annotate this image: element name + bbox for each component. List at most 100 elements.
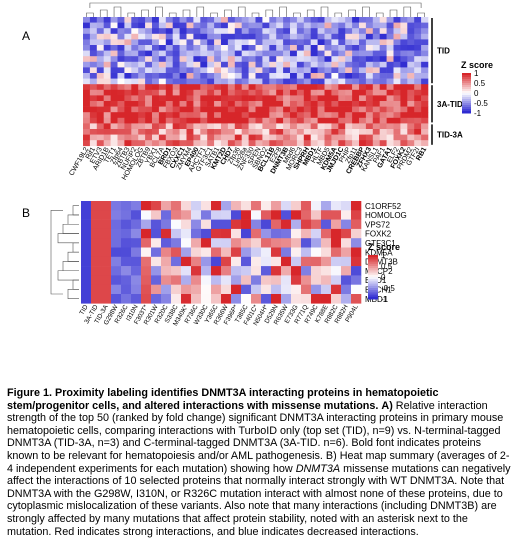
heatmap-a-cell bbox=[165, 78, 173, 85]
heatmap-b-cell bbox=[111, 219, 122, 230]
heatmap-a-cell bbox=[379, 33, 387, 40]
heatmap-a-cell bbox=[145, 33, 153, 40]
heatmap-a-cell bbox=[310, 112, 318, 119]
heatmap-a-cell bbox=[359, 28, 367, 35]
heatmap-b-cell bbox=[301, 238, 312, 248]
heatmap-b-cell bbox=[81, 284, 92, 295]
heatmap-a-cell bbox=[89, 106, 98, 113]
heatmap-a-cell bbox=[96, 129, 104, 135]
heatmap-a-cell bbox=[248, 89, 256, 96]
heatmap-b-cell bbox=[291, 294, 302, 304]
heatmap-a-cell bbox=[386, 50, 394, 57]
heatmap-a-cell bbox=[255, 45, 263, 51]
heatmap-b-cell bbox=[151, 256, 162, 267]
panel-b-heatmap bbox=[81, 201, 362, 304]
heatmap-b-cell bbox=[101, 294, 112, 304]
heatmap-b-cell bbox=[301, 219, 312, 230]
heatmap-a-cell bbox=[179, 39, 187, 46]
heatmap-b-cell bbox=[231, 294, 242, 304]
heatmap-a-cell bbox=[207, 61, 215, 68]
panel-b-dendrogram-branch bbox=[67, 214, 79, 225]
panel-b-legend-title: Z score bbox=[368, 242, 400, 252]
panel-a-dendrogram-branch bbox=[127, 12, 136, 17]
heatmap-a-cell bbox=[407, 84, 415, 91]
heatmap-a-cell bbox=[241, 140, 249, 147]
heatmap-a-cell bbox=[214, 134, 222, 141]
heatmap-b-cell bbox=[171, 219, 182, 230]
heatmap-a-cell bbox=[393, 123, 401, 130]
heatmap-a-cell bbox=[186, 17, 194, 23]
heatmap-a-cell bbox=[131, 50, 139, 57]
heatmap-b-cell bbox=[341, 294, 352, 304]
heatmap-b-cell bbox=[121, 256, 132, 267]
heatmap-a-cell bbox=[421, 45, 429, 51]
heatmap-b-cell bbox=[141, 210, 152, 220]
heatmap-a-cell bbox=[165, 140, 173, 147]
heatmap-b-cell bbox=[271, 284, 282, 295]
panel-a-legend-swatch bbox=[462, 77, 471, 80]
heatmap-a-cell bbox=[165, 84, 173, 91]
heatmap-a-cell bbox=[131, 112, 139, 119]
heatmap-a-cell bbox=[117, 39, 125, 46]
heatmap-a-cell bbox=[103, 101, 111, 107]
heatmap-a-cell bbox=[393, 106, 401, 113]
heatmap-a-cell bbox=[276, 140, 284, 147]
heatmap-a-cell bbox=[179, 78, 187, 85]
heatmap-b-cell bbox=[171, 201, 182, 211]
heatmap-a-cell bbox=[152, 95, 160, 102]
heatmap-b-cell bbox=[111, 247, 122, 258]
heatmap-b-cell bbox=[201, 228, 212, 239]
heatmap-a-cell bbox=[338, 45, 346, 51]
heatmap-b-cell bbox=[111, 284, 122, 295]
heatmap-a-cell bbox=[145, 73, 153, 79]
heatmap-a-cell bbox=[414, 50, 422, 57]
heatmap-a-cell bbox=[400, 101, 408, 107]
heatmap-a-cell bbox=[186, 84, 194, 91]
heatmap-a-cell bbox=[207, 39, 215, 46]
heatmap-a-cell bbox=[193, 28, 201, 35]
heatmap-b-cell bbox=[111, 201, 122, 211]
heatmap-a-cell bbox=[365, 134, 374, 141]
heatmap-a-cell bbox=[359, 95, 367, 102]
heatmap-a-cell bbox=[310, 89, 318, 96]
heatmap-b-cell bbox=[191, 275, 202, 285]
heatmap-a-cell bbox=[372, 39, 380, 46]
heatmap-a-cell bbox=[179, 67, 187, 74]
heatmap-a-cell bbox=[103, 106, 111, 113]
heatmap-a-cell bbox=[317, 78, 325, 85]
panel-a-legend-swatch bbox=[462, 99, 471, 102]
heatmap-b-cell bbox=[211, 247, 222, 258]
heatmap-a-cell bbox=[165, 101, 173, 107]
heatmap-a-cell bbox=[145, 95, 153, 102]
panel-a-dendrogram-branch bbox=[362, 6, 370, 17]
heatmap-b-cell bbox=[111, 294, 122, 304]
heatmap-a-cell bbox=[110, 140, 118, 147]
heatmap-a-cell bbox=[372, 50, 380, 57]
panel-a-legend-swatch bbox=[462, 103, 471, 106]
heatmap-a-cell bbox=[372, 89, 380, 96]
heatmap-a-cell bbox=[290, 117, 298, 124]
heatmap-a-cell bbox=[124, 89, 132, 96]
panel-a-dendrogram-branch bbox=[182, 9, 191, 17]
heatmap-a-cell bbox=[248, 140, 256, 147]
heatmap-a-cell bbox=[255, 28, 263, 35]
heatmap-a-cell bbox=[145, 129, 153, 135]
heatmap-a-cell bbox=[221, 56, 229, 63]
heatmap-a-cell bbox=[359, 39, 367, 46]
heatmap-a-cell bbox=[365, 117, 374, 124]
heatmap-a-cell bbox=[172, 106, 180, 113]
heatmap-a-cell bbox=[145, 106, 153, 113]
heatmap-b-cell bbox=[191, 238, 202, 248]
heatmap-a-cell bbox=[193, 17, 201, 23]
heatmap-b-cell bbox=[161, 284, 172, 295]
heatmap-a-cell bbox=[110, 67, 118, 74]
heatmap-a-cell bbox=[331, 129, 339, 135]
heatmap-b-cell bbox=[191, 228, 202, 239]
heatmap-a-cell bbox=[103, 45, 111, 51]
heatmap-a-cell bbox=[269, 89, 277, 96]
heatmap-a-cell bbox=[145, 134, 153, 141]
heatmap-b-cell bbox=[251, 275, 262, 285]
heatmap-a-cell bbox=[248, 61, 256, 68]
heatmap-b-cell bbox=[281, 201, 292, 211]
heatmap-a-cell bbox=[317, 112, 325, 119]
